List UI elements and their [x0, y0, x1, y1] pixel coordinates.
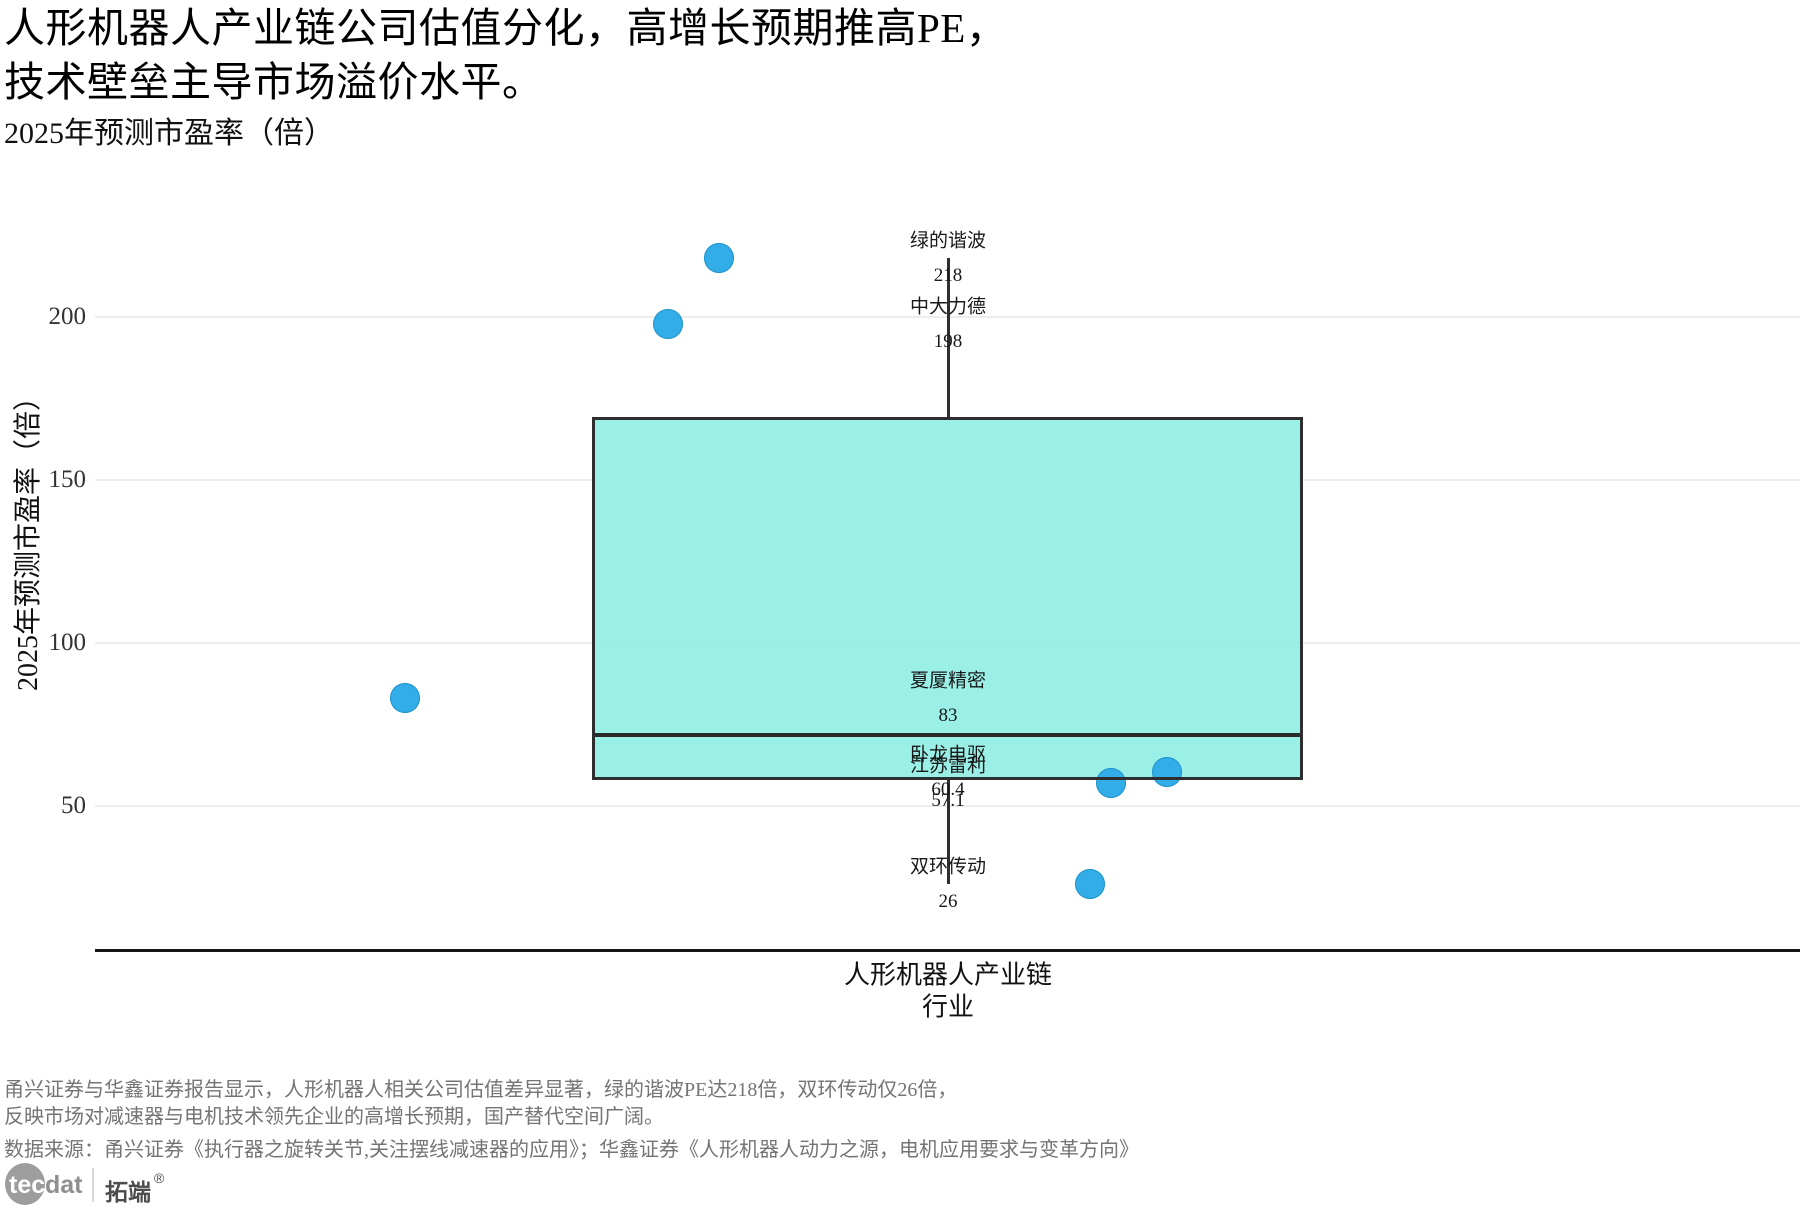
data-point [653, 308, 683, 339]
footer-source-line: 数据来源：甬兴证券《执行器之旋转关节,关注摆线减速器的应用》；华鑫证券《人形机器… [4, 1139, 1139, 1161]
point-label: 中大力德 [909, 296, 987, 318]
chart-subtitle: 2025年预测市盈率（倍） [4, 117, 334, 150]
footer-note-line1: 甬兴证券与华鑫证券报告显示，人形机器人相关公司估值差异显著，绿的谐波PE达218… [4, 1079, 958, 1101]
point-label: 夏厦精密 [909, 670, 987, 692]
tecdat-logo-circle [5, 1163, 45, 1205]
tecdat-logo-divider [92, 1168, 94, 1202]
chart-title-line1: 人形机器人产业链公司估值分化，高增长预期推高PE， [4, 5, 1008, 51]
point-value-label: 83 [938, 705, 958, 727]
point-label: 卧龙电驱 [909, 744, 987, 766]
x-axis-line [95, 949, 1800, 952]
data-point [1096, 767, 1126, 798]
x-tick-label: 人形机器人产业链 [843, 960, 1053, 990]
point-value-label: 198 [933, 330, 963, 352]
point-value-label: 26 [938, 891, 958, 913]
tecdat-logo-text-dat: dat [45, 1171, 83, 1199]
point-value-label: 60.4 [931, 779, 965, 801]
data-point [704, 243, 734, 274]
whisker-lower [946, 780, 950, 885]
point-label: 绿的谐波 [909, 230, 987, 252]
footer-note-line2: 反映市场对减速器与电机技术领先企业的高增长预期，国产替代空间广阔。 [4, 1106, 664, 1128]
y-axis-title: 2025年预测市盈率（倍） [13, 382, 44, 692]
tecdat-logo-text-tec: tec [9, 1171, 46, 1199]
registered-mark-icon: ® [154, 1170, 165, 1186]
median-line [592, 733, 1303, 738]
point-value-label: 218 [933, 265, 963, 287]
y-tick-label: 50 [61, 792, 86, 819]
y-tick-label: 100 [48, 629, 87, 656]
point-label: 双环传动 [909, 856, 987, 878]
y-tick-label: 150 [48, 466, 87, 493]
data-point [1075, 869, 1105, 900]
point-label: 江苏雷利 [909, 755, 987, 777]
whisker-upper [946, 258, 950, 418]
data-point [1152, 757, 1182, 788]
box-border-overlay [592, 417, 1303, 781]
tecdat-logo-brand: 拓端 [105, 1179, 151, 1205]
x-axis-title: 行业 [921, 992, 975, 1022]
y-tick-label: 200 [48, 303, 87, 330]
chart-title-line2: 技术壁垒主导市场溢价水平。 [4, 59, 544, 105]
data-point [390, 683, 420, 714]
point-value-label: 57.1 [931, 789, 965, 811]
